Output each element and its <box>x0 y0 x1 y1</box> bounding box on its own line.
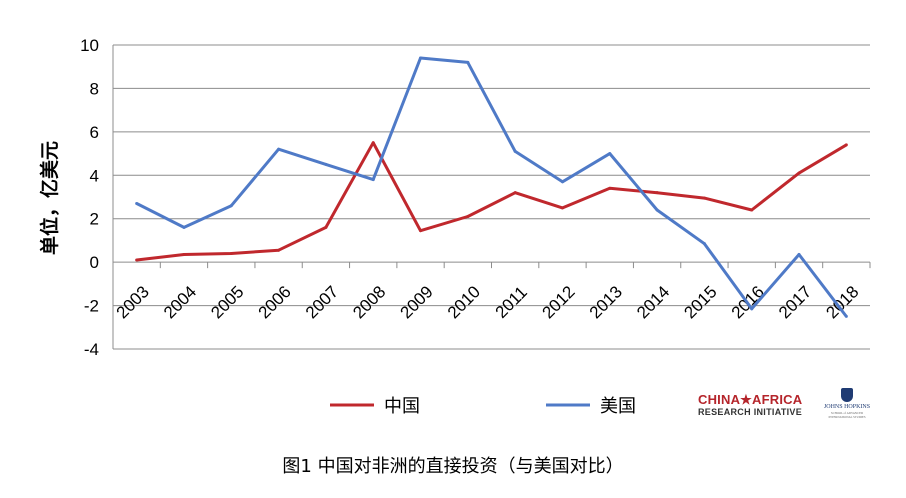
series-lines <box>135 56 848 318</box>
data-point <box>513 149 517 153</box>
x-tick-label: 2017 <box>775 282 815 322</box>
data-point <box>277 248 281 252</box>
line-chart: -4 -2 0 2 4 6 8 10 2003 2004 2005 2006 2007 2008 2009… <box>38 36 871 417</box>
johns-hopkins-logo: JOHNS HOPKINS SCHOOL of ADVANCED INTERNA… <box>822 388 872 419</box>
x-tick-label: 2018 <box>822 282 862 322</box>
x-tick-label: 2009 <box>397 282 437 322</box>
data-point <box>655 191 659 195</box>
data-point <box>797 253 801 257</box>
data-point <box>560 206 564 210</box>
y-axis-label: 单位，亿美元 <box>38 141 61 255</box>
data-point <box>324 162 328 166</box>
legend-label: 中国 <box>384 396 420 417</box>
logo-title: CHINA★AFRICA <box>698 392 803 407</box>
data-point <box>702 242 706 246</box>
china-africa-logo: CHINA★AFRICA RESEARCH INITIATIVE <box>698 393 802 417</box>
data-point <box>560 180 564 184</box>
x-tick-label: 2012 <box>538 282 578 322</box>
data-point <box>750 208 754 212</box>
data-point <box>466 60 470 64</box>
y-tick-label: 2 <box>90 210 99 229</box>
legend: 中国 美国 <box>330 396 636 417</box>
series-line-china <box>136 141 848 262</box>
y-axis-ticks: -4 -2 0 2 4 6 8 10 <box>80 36 99 359</box>
data-point <box>655 208 659 212</box>
data-point <box>419 56 423 60</box>
data-point <box>135 258 139 262</box>
figure-caption: 图1 中国对非洲的直接投资（与美国对比） <box>282 456 624 477</box>
jh-subtitle: SCHOOL of ADVANCED INTERNATIONAL STUDIES <box>828 411 866 419</box>
y-tick-label: -4 <box>84 340 99 359</box>
series-line-usa <box>136 56 848 318</box>
x-tick-label: 2010 <box>444 282 484 322</box>
shield-icon <box>841 388 853 402</box>
x-axis-ticks: 2003 2004 2005 2006 2007 2008 2009 2010 2011 2012… <box>113 282 863 322</box>
data-point <box>371 141 375 145</box>
data-point <box>371 178 375 182</box>
legend-label: 美国 <box>600 396 636 417</box>
x-tick-label: 2008 <box>349 282 389 322</box>
data-point <box>844 314 848 318</box>
data-point <box>702 196 706 200</box>
x-tick-label: 2015 <box>680 282 720 322</box>
x-tick-label: 2004 <box>160 282 200 322</box>
data-point <box>419 229 423 233</box>
data-point <box>182 225 186 229</box>
data-point <box>608 152 612 156</box>
x-tick-label: 2005 <box>207 282 247 322</box>
data-point <box>844 143 848 147</box>
data-point <box>324 225 328 229</box>
y-tick-label: 10 <box>80 36 99 55</box>
data-point <box>135 202 139 206</box>
x-tick-label: 2011 <box>492 283 531 322</box>
data-point <box>229 204 233 208</box>
x-tick-label: 2013 <box>586 282 626 322</box>
y-tick-label: 0 <box>90 253 99 272</box>
data-point <box>797 171 801 175</box>
data-point <box>466 215 470 219</box>
y-tick-label: 6 <box>90 123 99 142</box>
x-tick-label: 2003 <box>113 282 153 322</box>
data-point <box>608 186 612 190</box>
x-tick-label: 2007 <box>302 282 342 322</box>
y-tick-label: -2 <box>84 297 99 316</box>
logo-subtitle: RESEARCH INITIATIVE <box>698 407 803 417</box>
y-tick-label: 8 <box>90 79 99 98</box>
data-point <box>182 253 186 257</box>
gridlines <box>112 44 871 350</box>
x-tick-label: 2006 <box>255 282 295 322</box>
x-tick-label: 2014 <box>633 282 673 322</box>
jh-name: JOHNS HOPKINS <box>823 404 871 410</box>
y-tick-label: 4 <box>90 166 99 185</box>
data-point <box>277 147 281 151</box>
data-point <box>513 191 517 195</box>
data-point <box>229 251 233 255</box>
data-point <box>750 307 754 311</box>
